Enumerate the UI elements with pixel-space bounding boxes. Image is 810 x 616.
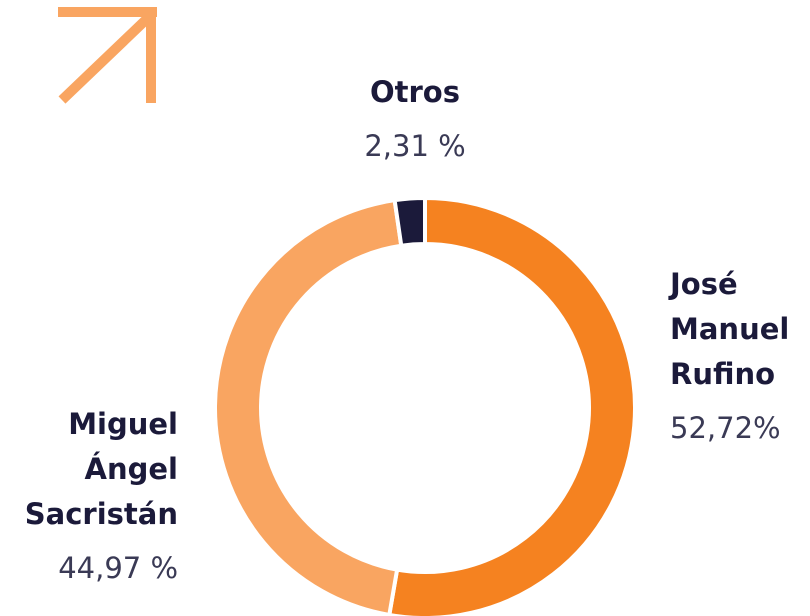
value-label: 52,72% (670, 411, 781, 445)
category-name: Otros (369, 75, 461, 109)
category-name: José Manuel Rufino (670, 267, 790, 391)
segment-label: Miguel Ángel Sacristán 44,97 % (25, 402, 178, 585)
donut-segment (387, 195, 637, 616)
category-name: Miguel Ángel Sacristán (24, 407, 178, 531)
donut-segment (392, 195, 427, 248)
segment-label: José Manuel Rufino 52,72% (670, 262, 789, 445)
value-label: 44,97 % (58, 551, 178, 585)
donut-segment (213, 197, 404, 616)
arrow-icon (58, 7, 157, 104)
value-label: 2,31 % (364, 129, 466, 163)
segment-label: Otros 2,31 % (364, 70, 465, 163)
